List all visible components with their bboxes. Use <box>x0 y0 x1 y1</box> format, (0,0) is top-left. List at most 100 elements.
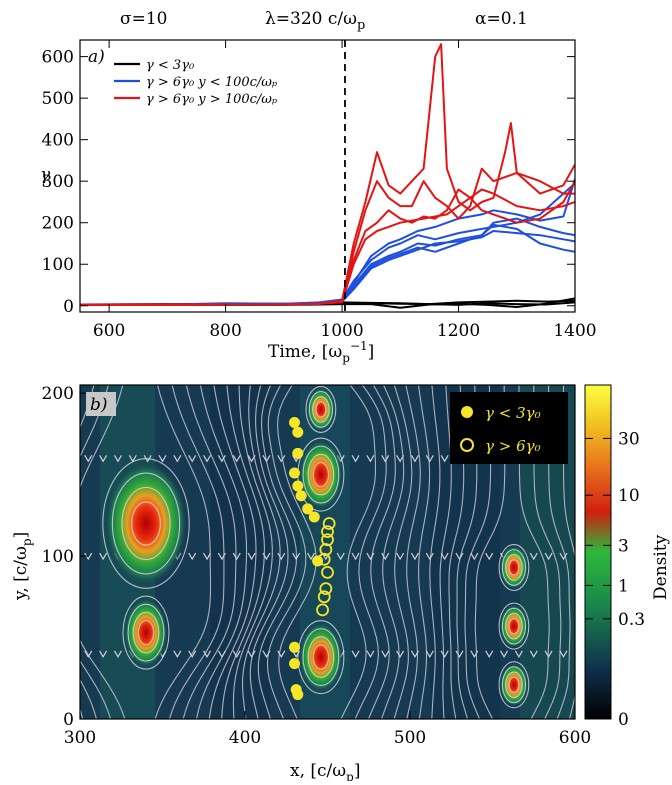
island-contour <box>111 472 181 575</box>
panel-b-streamlines <box>80 385 575 719</box>
particle-filled <box>289 467 300 479</box>
panel-b-points <box>289 416 336 701</box>
island-0 <box>104 461 188 586</box>
panel-b-frame <box>79 384 576 720</box>
island-contour <box>302 445 340 504</box>
panel-b-islands <box>102 385 530 709</box>
panel-a-label: a) <box>88 47 105 67</box>
streamline-arrow <box>262 552 271 561</box>
island-7 <box>499 662 529 707</box>
island-contour <box>505 554 523 581</box>
series-line-blue-5 <box>80 230 575 306</box>
island-contour <box>122 595 170 670</box>
particle-filled <box>302 503 314 515</box>
panel-a-series <box>80 43 575 309</box>
island-contour <box>312 396 330 423</box>
island-contour <box>498 543 530 591</box>
particle-filled <box>292 480 304 492</box>
streamline-arrow <box>203 455 212 463</box>
streamline-arrow <box>410 455 419 463</box>
island-contour <box>505 671 523 699</box>
streamline <box>393 385 413 719</box>
streamline-arrow <box>366 455 375 463</box>
streamline <box>439 385 452 719</box>
island-contour <box>308 391 334 428</box>
particle-open <box>321 533 334 547</box>
particle-filled <box>289 641 300 653</box>
streamline-arrow <box>232 552 241 561</box>
y-tick-label: 200 <box>42 384 74 404</box>
island-contour <box>501 607 527 645</box>
streamline-arrow <box>529 650 538 659</box>
streamline <box>208 385 257 719</box>
streamline-arrow <box>544 552 553 561</box>
streamline <box>340 385 377 719</box>
streamline-arrow <box>351 552 360 561</box>
series-line-red-10 <box>80 180 575 306</box>
island-contour <box>131 501 161 546</box>
y-tick-label: 600 <box>42 48 74 68</box>
island-contour <box>132 611 160 654</box>
streamline <box>232 385 273 719</box>
streamline <box>195 385 248 719</box>
streamline-arrow <box>410 552 419 561</box>
island-contour <box>498 661 530 709</box>
panel-a-xlabel-sup: −1 <box>350 339 368 353</box>
panel-b-label-bg <box>86 392 116 416</box>
series-line-blue-3 <box>80 182 575 306</box>
streamline-arrow <box>425 552 434 561</box>
streamline-arrow <box>544 650 553 659</box>
particle-filled <box>292 426 304 438</box>
island-contour <box>305 385 337 433</box>
band-2 <box>210 385 270 719</box>
island-contour <box>302 628 340 686</box>
island-contour <box>508 559 520 576</box>
panel-b-ticks: 300 400 500 600 0 100 200 <box>42 384 592 748</box>
x-tick-label: 1400 <box>553 321 596 341</box>
streamline-arrow <box>366 552 375 561</box>
legend-open-marker <box>460 438 474 452</box>
panel-a: 600 800 1000 1200 1400 0 100 200 300 400 500 600 a)… <box>40 39 597 365</box>
island-3 <box>298 621 343 693</box>
particle-open <box>322 517 336 530</box>
streamline-arrow <box>203 650 212 659</box>
island-contour <box>501 666 527 704</box>
streamline <box>80 385 112 719</box>
streamline-arrow <box>217 552 226 561</box>
island-contour <box>312 644 330 670</box>
legend-label: γ > 6γ₀ y > 100c/ωₚ <box>146 92 277 107</box>
colorbar-tick-label: 3 <box>618 536 629 556</box>
x-tick-label: 600 <box>93 321 125 341</box>
panel-b-legend-box <box>450 392 568 464</box>
streamline-arrow <box>247 552 256 561</box>
panel-b-label: b) <box>90 395 108 415</box>
streamline-arrow <box>247 455 256 463</box>
y-tick-label: 500 <box>42 89 74 109</box>
y-tick-label: 100 <box>42 255 74 275</box>
streamline-arrow <box>529 552 538 561</box>
y-tick-label: 0 <box>63 710 74 730</box>
island-contour <box>315 401 327 418</box>
panel-a-xlabel-main: Time, [ω <box>268 342 342 362</box>
streamline-arrow <box>232 650 241 659</box>
particle-open <box>321 525 334 539</box>
legend-filled-marker <box>461 406 473 418</box>
streamline-arrow <box>440 455 449 463</box>
streamline-arrow <box>351 650 360 659</box>
streamline-arrow <box>410 650 419 659</box>
streamline <box>221 385 265 719</box>
streamline <box>429 385 441 719</box>
streamline-arrow <box>485 552 494 561</box>
header-lambda-text: λ=320 c/ω <box>265 9 357 29</box>
streamline-arrow <box>306 552 316 561</box>
panel-a-legend: γ < 3γ₀ γ > 6γ₀ y < 100c/ωₚ γ > 6γ₀ y > 10… <box>114 58 277 107</box>
y-tick-label: 300 <box>42 172 74 192</box>
streamline <box>277 385 317 719</box>
particle-open <box>317 590 331 604</box>
streamline-arrow <box>381 455 390 463</box>
streamline <box>367 385 396 719</box>
panel-b-ylabel: y, [c/ωp] <box>11 532 34 601</box>
streamline-arrow <box>559 552 568 561</box>
streamline <box>354 385 387 719</box>
streamline-arrow <box>292 552 301 561</box>
